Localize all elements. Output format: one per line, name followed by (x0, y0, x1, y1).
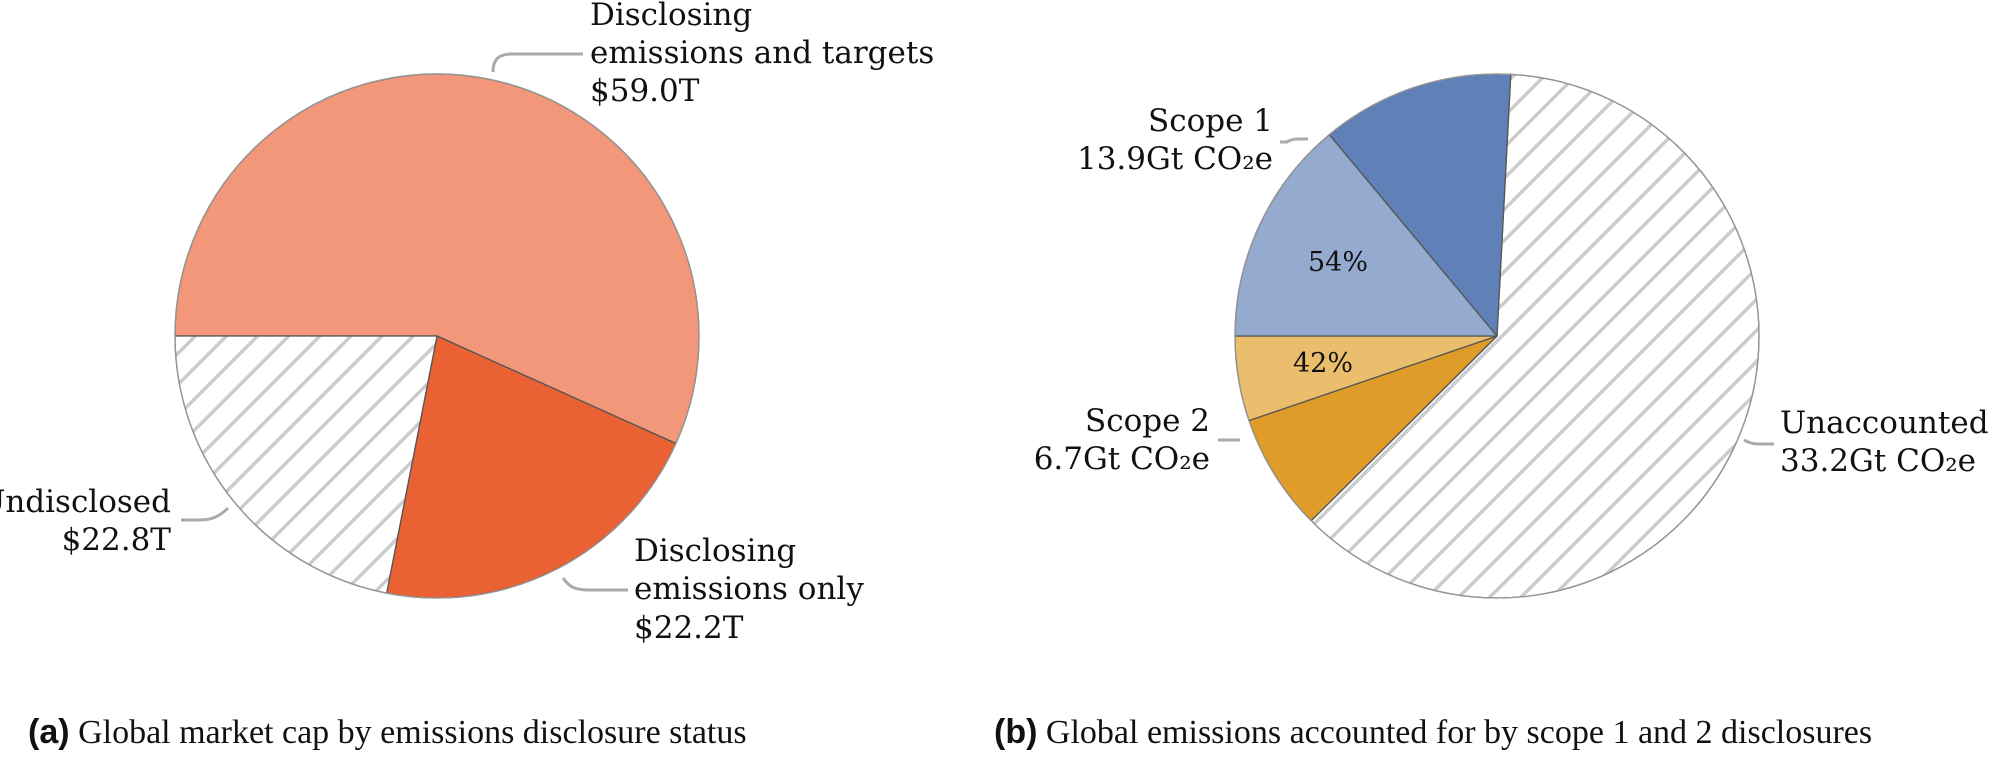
leader-scope1 (1280, 137, 1308, 144)
caption-a-label: (a) (28, 713, 70, 751)
emissions-pie-chart: Scope 1 13.9Gt CO₂e Scope 2 6.7Gt CO₂e U… (1034, 73, 1989, 599)
caption-b: (b) Global emissions accounted for by sc… (994, 712, 1872, 753)
label-scope1-value: 13.9Gt CO₂e (1077, 141, 1273, 177)
label-unaccounted-value: 33.2Gt CO₂e (1780, 443, 1976, 479)
caption-b-text: Global emissions accounted for by scope … (1045, 714, 1873, 751)
scope2-share-label: 42% (1293, 348, 1353, 379)
label-disclosing-targets-value: $59.0T (590, 73, 700, 109)
label-disclosing-only-value: $22.2T (634, 610, 744, 646)
label-scope2-value: 6.7Gt CO₂e (1034, 441, 1210, 477)
leader-unaccounted (1743, 438, 1774, 446)
pie-b-outline (1234, 73, 1760, 599)
leader-disclosing-only (561, 577, 628, 592)
leader-undisclosed (181, 506, 230, 522)
market-cap-pie-chart: Disclosing emissions and targets $59.0T … (0, 0, 934, 646)
caption-a: (a) Global market cap by emissions discl… (28, 712, 747, 753)
pie-charts-figure: Disclosing emissions and targets $59.0T … (0, 0, 1989, 646)
caption-b-label: (b) (994, 713, 1038, 751)
pie-a-outline (174, 73, 700, 599)
leader-disclosing-targets (491, 52, 583, 73)
caption-a-text: Global market cap by emissions disclosur… (78, 714, 747, 751)
label-undisclosed-line1: Undisclosed (0, 484, 171, 520)
label-disclosing-targets-line2: emissions and targets (590, 35, 934, 71)
label-disclosing-only-line1: Disclosing (634, 533, 796, 569)
label-disclosing-targets-line1: Disclosing (590, 0, 752, 33)
label-scope1-line1: Scope 1 (1148, 103, 1273, 139)
label-undisclosed-value: $22.8T (62, 522, 172, 558)
scope1-share-label: 54% (1308, 247, 1368, 278)
label-disclosing-only-line2: emissions only (634, 571, 864, 607)
label-scope2-line1: Scope 2 (1085, 403, 1210, 439)
label-unaccounted-line1: Unaccounted (1780, 405, 1989, 441)
